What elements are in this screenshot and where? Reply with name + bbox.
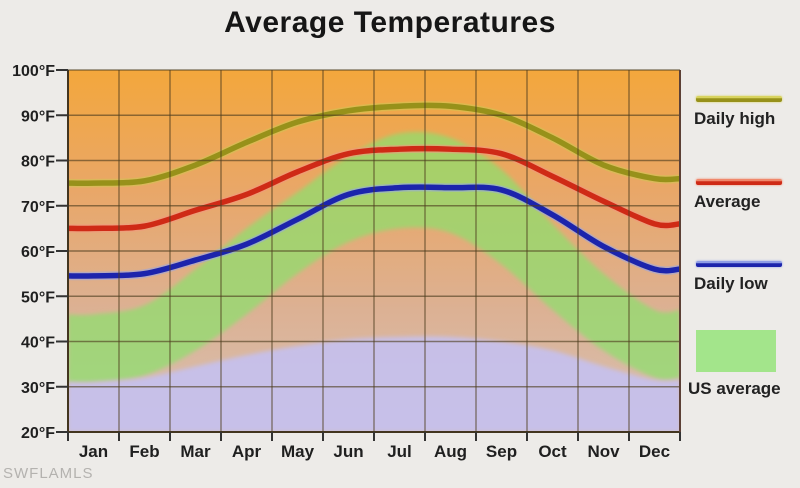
legend-label-daily-high: Daily high (694, 109, 776, 128)
y-axis-label: 80°F (21, 154, 55, 171)
x-axis-month-label: Apr (232, 442, 262, 461)
legend-item-average: Average (688, 179, 800, 212)
y-axis-label: 20°F (21, 425, 55, 442)
y-axis-label: 60°F (21, 244, 55, 261)
daily-low-line-swatch (696, 261, 782, 267)
chart-title: Average Temperatures (224, 6, 556, 39)
chart-legend: Daily high Average Daily low US average (688, 0, 800, 488)
y-axis-label: 90°F (21, 108, 55, 125)
daily-high-line-swatch (696, 96, 782, 102)
y-axis-label: 30°F (21, 380, 55, 397)
y-axis-label: 40°F (21, 335, 55, 352)
x-axis-month-label: Jan (79, 442, 108, 461)
average-line-swatch (696, 179, 782, 185)
x-axis-month-label: May (281, 442, 315, 461)
plot-frame (56, 69, 681, 441)
x-axis-month-label: Jul (387, 442, 412, 461)
x-axis-month-label: Nov (587, 442, 620, 461)
y-axis-label: 50°F (21, 289, 55, 306)
x-axis-month-label: Feb (129, 442, 159, 461)
legend-label-daily-low: Daily low (694, 274, 768, 293)
x-axis-month-label: Aug (434, 442, 467, 461)
x-axis-month-label: Mar (180, 442, 211, 461)
x-axis-month-label: Dec (639, 442, 670, 461)
x-axis-month-label: Sep (486, 442, 517, 461)
y-axis-label: 100°F (12, 63, 55, 80)
legend-label-average: Average (694, 192, 761, 211)
x-axis-month-label: Jun (333, 442, 363, 461)
x-axis-month-label: Oct (538, 442, 567, 461)
legend-item-daily-low: Daily low (688, 261, 800, 294)
legend-label-us-average: US average (688, 379, 781, 398)
y-axis-label: 70°F (21, 199, 55, 216)
watermark: SWFLAMLS (3, 465, 94, 482)
us-average-area-swatch (696, 330, 776, 372)
legend-item-us-average: US average (688, 330, 800, 399)
legend-item-daily-high: Daily high (688, 96, 800, 129)
